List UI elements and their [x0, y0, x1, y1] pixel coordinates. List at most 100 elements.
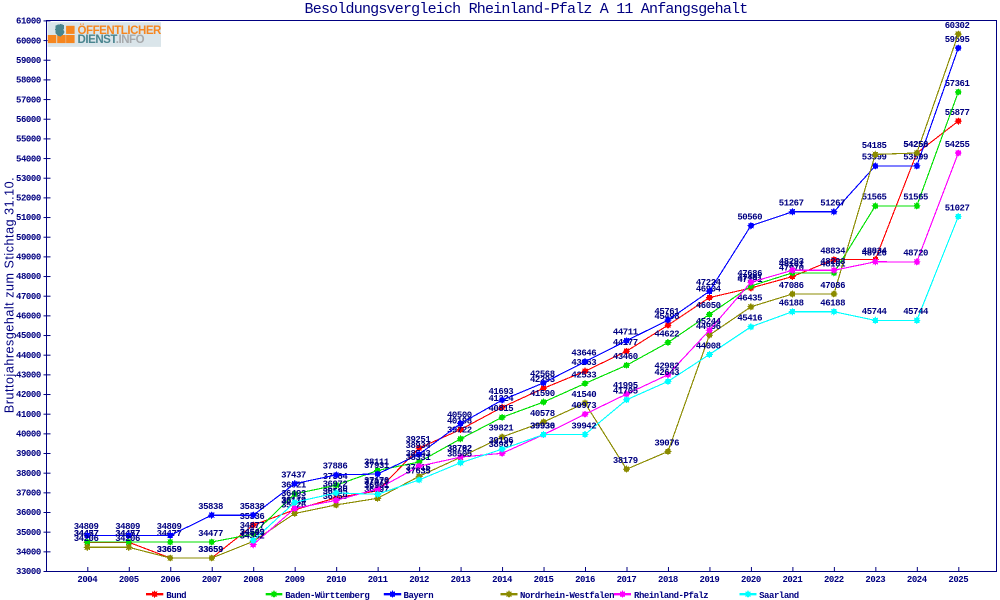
svg-text:35838: 35838	[198, 502, 223, 512]
svg-text:45416: 45416	[737, 314, 762, 324]
svg-text:44622: 44622	[654, 329, 679, 339]
svg-text:38111: 38111	[364, 457, 390, 467]
svg-text:39076: 39076	[654, 438, 679, 448]
svg-text:48161: 48161	[779, 260, 805, 270]
svg-text:46050: 46050	[696, 301, 721, 311]
svg-text:41705: 41705	[613, 387, 638, 397]
svg-text:40000: 40000	[16, 430, 41, 440]
svg-text:50560: 50560	[737, 213, 762, 223]
svg-text:54255: 54255	[945, 140, 970, 150]
svg-text:Besoldungsvergleich Rheinland-: Besoldungsvergleich Rheinland-Pfalz A 11…	[305, 1, 748, 18]
svg-text:45744: 45744	[862, 307, 888, 317]
svg-text:2006: 2006	[160, 575, 180, 585]
svg-text:36720: 36720	[323, 485, 348, 495]
svg-text:33659: 33659	[157, 545, 182, 555]
svg-text:34809: 34809	[157, 522, 182, 532]
svg-text:41995: 41995	[613, 381, 638, 391]
svg-text:53000: 53000	[16, 174, 41, 184]
svg-text:47000: 47000	[16, 292, 41, 302]
svg-text:38782: 38782	[447, 444, 472, 454]
svg-text:37635: 37635	[406, 467, 431, 477]
svg-text:34549: 34549	[240, 527, 265, 537]
svg-text:42293: 42293	[530, 375, 555, 385]
svg-text:53599: 53599	[903, 153, 928, 163]
svg-text:Nordrhein-Westfalen: Nordrhein-Westfalen	[520, 591, 614, 600]
svg-text:57361: 57361	[945, 79, 971, 89]
svg-text:48293: 48293	[779, 257, 804, 267]
svg-text:48161: 48161	[820, 260, 846, 270]
svg-text:2016: 2016	[575, 575, 595, 585]
svg-text:39936: 39936	[530, 421, 555, 431]
svg-text:38000: 38000	[16, 469, 41, 479]
svg-text:44000: 44000	[16, 351, 41, 361]
svg-text:40500: 40500	[447, 410, 472, 420]
svg-text:59000: 59000	[16, 56, 41, 66]
svg-text:43460: 43460	[613, 352, 638, 362]
svg-text:34809: 34809	[115, 522, 140, 532]
svg-text:2020: 2020	[741, 575, 761, 585]
svg-text:54250: 54250	[903, 140, 928, 150]
svg-text:35838: 35838	[240, 502, 265, 512]
svg-text:58000: 58000	[16, 76, 41, 86]
svg-text:33659: 33659	[157, 545, 182, 555]
svg-text:47686: 47686	[737, 269, 762, 279]
svg-text:38179: 38179	[613, 456, 638, 466]
svg-text:2024: 2024	[907, 575, 928, 585]
svg-text:48726: 48726	[862, 249, 887, 259]
svg-text:42643: 42643	[654, 368, 679, 378]
svg-text:37079: 37079	[364, 478, 389, 488]
svg-text:34206: 34206	[74, 534, 99, 544]
svg-text:42000: 42000	[16, 390, 41, 400]
svg-text:61000: 61000	[16, 17, 41, 27]
svg-text:48834: 48834	[820, 246, 846, 256]
svg-text:39942: 39942	[571, 421, 596, 431]
svg-text:42533: 42533	[571, 370, 596, 380]
svg-text:2013: 2013	[451, 575, 471, 585]
svg-text:56000: 56000	[16, 115, 41, 125]
svg-text:39000: 39000	[16, 449, 41, 459]
svg-text:Baden-Württemberg: Baden-Württemberg	[285, 591, 369, 600]
svg-text:45744: 45744	[903, 307, 929, 317]
svg-text:47086: 47086	[779, 281, 804, 291]
svg-text:41000: 41000	[16, 410, 41, 420]
svg-text:34877: 34877	[240, 521, 265, 531]
svg-text:33659: 33659	[198, 545, 223, 555]
svg-text:38934: 38934	[406, 441, 432, 451]
svg-text:54000: 54000	[16, 154, 41, 164]
svg-text:46435: 46435	[737, 294, 762, 304]
svg-text:33000: 33000	[16, 567, 41, 577]
svg-text:47086: 47086	[820, 281, 845, 291]
svg-text:36972: 36972	[323, 480, 348, 490]
svg-text:51565: 51565	[903, 193, 928, 203]
svg-text:45498: 45498	[654, 312, 679, 322]
svg-text:37931: 37931	[364, 461, 390, 471]
svg-text:34503: 34503	[240, 528, 265, 538]
svg-text:36901: 36901	[364, 481, 390, 491]
svg-text:43000: 43000	[16, 371, 41, 381]
svg-text:34342: 34342	[240, 531, 265, 541]
svg-text:47491: 47491	[737, 273, 763, 283]
svg-text:34000: 34000	[16, 548, 41, 558]
svg-text:Bund: Bund	[166, 591, 186, 600]
svg-text:54185: 54185	[862, 141, 887, 151]
svg-text:2012: 2012	[409, 575, 429, 585]
svg-text:51267: 51267	[779, 199, 804, 209]
svg-text:39930: 39930	[530, 422, 555, 432]
svg-text:40973: 40973	[571, 401, 596, 411]
svg-text:55000: 55000	[16, 135, 41, 145]
svg-text:44008: 44008	[696, 341, 721, 351]
svg-text:45000: 45000	[16, 331, 41, 341]
svg-text:35926: 35926	[281, 500, 306, 510]
svg-text:59595: 59595	[945, 35, 970, 45]
svg-text:36000: 36000	[16, 508, 41, 518]
svg-text:37000: 37000	[16, 489, 41, 499]
svg-text:45761: 45761	[654, 307, 680, 317]
svg-text:36359: 36359	[323, 492, 348, 502]
svg-text:42982: 42982	[654, 362, 679, 372]
svg-text:48834: 48834	[862, 246, 888, 256]
svg-text:44711: 44711	[613, 328, 639, 338]
svg-text:38792: 38792	[447, 444, 472, 454]
svg-text:60302: 60302	[945, 21, 970, 31]
svg-text:36493: 36493	[281, 489, 306, 499]
svg-text:2025: 2025	[948, 575, 968, 585]
